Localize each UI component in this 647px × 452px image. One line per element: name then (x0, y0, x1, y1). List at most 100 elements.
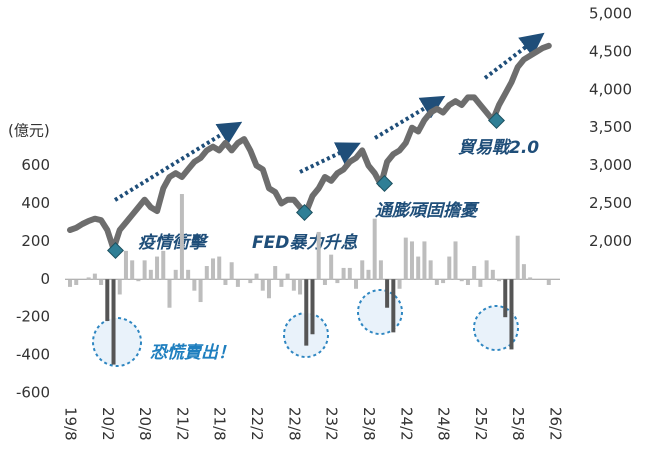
annotation: 通膨頑固擔憂 (375, 201, 480, 221)
annotation: 疫情衝擊 (138, 233, 209, 253)
bar (484, 260, 489, 280)
bar (354, 279, 359, 289)
bar (248, 279, 253, 284)
annotation: 貿易戰2.0 (458, 138, 539, 158)
bar (385, 279, 390, 308)
bar (528, 277, 533, 280)
bar (198, 279, 203, 303)
x-tick-label: 23/8 (360, 407, 378, 441)
bar (223, 279, 228, 285)
bar (217, 256, 222, 280)
bar (86, 277, 91, 280)
low-marker (107, 242, 124, 259)
bar (503, 279, 508, 318)
bar (105, 279, 110, 321)
bar (173, 269, 178, 280)
y-tick-label: -400 (16, 346, 50, 364)
bar (372, 218, 377, 280)
bar (521, 264, 526, 280)
bar (285, 273, 290, 280)
bar (99, 279, 104, 285)
bar (422, 241, 427, 280)
x-tick-label: 22/8 (285, 407, 303, 441)
bar (409, 241, 414, 280)
annotation: 恐慌賣出！ (150, 343, 235, 363)
y-tick-label: 600 (21, 156, 50, 174)
y-tick-label: 200 (21, 232, 50, 250)
bar (211, 258, 216, 280)
bar (366, 269, 371, 280)
annotation: FED暴力升息 (252, 233, 358, 253)
x-tick-label: 20/8 (136, 407, 154, 441)
bar (453, 241, 458, 280)
x-tick-label: 24/2 (397, 407, 415, 441)
bar (509, 279, 514, 350)
y2-tick-label: 3,000 (589, 156, 632, 174)
highlight-circle (357, 289, 403, 335)
bar (155, 256, 160, 280)
bar (130, 260, 135, 280)
y2-tick-label: 3,500 (589, 118, 632, 136)
bar (322, 279, 327, 285)
low-marker (376, 175, 393, 192)
bar (273, 266, 278, 280)
y2-tick-label: 2,000 (589, 232, 632, 250)
bar (279, 279, 284, 287)
y-axis-label: (億元) (8, 122, 50, 140)
y-tick-label: 0 (40, 270, 50, 288)
bar (472, 266, 477, 280)
y-tick-label: -600 (16, 384, 50, 402)
y-tick-label: 400 (21, 194, 50, 212)
trend-arrow (113, 121, 243, 202)
bar (167, 279, 172, 308)
bar (316, 231, 321, 280)
bar (148, 269, 153, 280)
bar (490, 269, 495, 280)
bar (111, 279, 116, 365)
x-tick-label: 22/2 (248, 407, 266, 441)
bar (360, 260, 365, 280)
bar (235, 279, 240, 287)
x-tick-label: 23/2 (323, 407, 341, 441)
bar (428, 260, 433, 280)
low-markers (107, 112, 505, 259)
bar (136, 279, 141, 282)
bar (329, 254, 334, 280)
x-tick-label: 26/2 (547, 407, 565, 441)
highlight-circle (92, 317, 142, 367)
x-tick-label: 19/8 (62, 407, 80, 441)
bar (298, 279, 303, 295)
y2-tick-label: 4,500 (589, 42, 632, 60)
trend-arrows (113, 32, 545, 202)
bar (123, 250, 128, 280)
bar (397, 279, 402, 289)
bar (179, 194, 184, 280)
bar (465, 279, 470, 285)
bar (304, 279, 309, 346)
low-marker (488, 112, 505, 129)
bar (229, 262, 234, 280)
bar (403, 237, 408, 280)
y2-tick-label: 5,000 (589, 5, 632, 23)
bar (266, 279, 271, 299)
bar (478, 279, 483, 287)
bar (192, 279, 197, 291)
x-tick-label: 25/2 (472, 407, 490, 441)
bar (497, 279, 502, 282)
bar (335, 279, 340, 284)
y2-tick-label: 4,000 (589, 80, 632, 98)
bar (204, 266, 209, 280)
bar (391, 279, 396, 333)
low-marker (296, 204, 313, 221)
bar (142, 260, 147, 280)
bar (117, 279, 122, 295)
y2-tick-label: 2,500 (589, 194, 632, 212)
trend-arrow (483, 32, 545, 80)
x-tick-label: 24/8 (435, 407, 453, 441)
bar (291, 279, 296, 291)
bar (378, 260, 383, 280)
bar (416, 256, 421, 280)
bar (186, 269, 191, 280)
x-tick-label: 20/2 (99, 407, 117, 441)
